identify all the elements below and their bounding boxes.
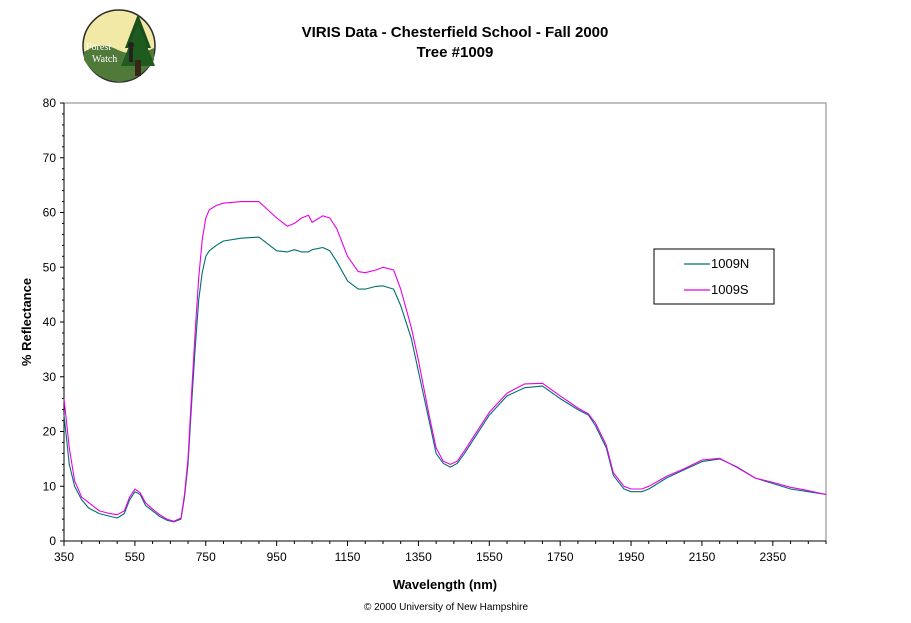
x-tick-label: 1350 <box>405 550 432 564</box>
legend-label-1009S: 1009S <box>711 282 749 297</box>
series-line-1009S <box>63 201 827 522</box>
forest-watch-logo: Forest Watch <box>82 9 156 83</box>
legend-box <box>653 248 775 305</box>
legend: 1009N 1009S <box>653 248 775 305</box>
plot-area <box>63 102 827 542</box>
y-tick-label: 40 <box>43 315 57 329</box>
x-tick-label: 950 <box>267 550 287 564</box>
series-line-1009N <box>63 236 827 523</box>
x-tick-label: 1950 <box>618 550 645 564</box>
y-tick-label: 60 <box>43 206 57 220</box>
y-tick-label: 50 <box>43 260 57 274</box>
y-tick-label: 0 <box>49 534 56 548</box>
legend-label-1009N: 1009N <box>711 256 749 271</box>
y-axis-title: % Reflectance <box>19 278 34 366</box>
chart-subtitle: Tree #1009 <box>417 44 494 61</box>
logo-text-forest: Forest <box>86 42 111 53</box>
x-axis-title: Wavelength (nm) <box>393 577 497 592</box>
y-tick-label: 10 <box>43 479 57 493</box>
person-icon <box>128 42 134 62</box>
x-tick-label: 750 <box>196 550 216 564</box>
logo-text-watch: Watch <box>92 54 117 65</box>
x-tick-label: 1750 <box>547 550 574 564</box>
x-tick-label: 2350 <box>759 550 786 564</box>
y-tick-label: 30 <box>43 370 57 384</box>
x-tick-label: 1550 <box>476 550 503 564</box>
series-lines <box>63 201 827 523</box>
y-tick-label: 70 <box>43 151 57 165</box>
x-tick-label: 550 <box>125 550 145 564</box>
chart-title: VIRIS Data - Chesterfield School - Fall … <box>302 24 609 41</box>
x-tick-label: 1150 <box>335 550 361 564</box>
x-tick-label: 350 <box>54 550 74 564</box>
copyright-text: © 2000 University of New Hampshire <box>364 602 529 613</box>
axes: 0 10 20 30 40 50 60 70 80 350 550 750 950 1150 1350 155… <box>43 96 827 564</box>
y-tick-label: 80 <box>43 96 57 110</box>
y-tick-label: 20 <box>43 425 57 439</box>
x-tick-label: 2150 <box>689 550 716 564</box>
